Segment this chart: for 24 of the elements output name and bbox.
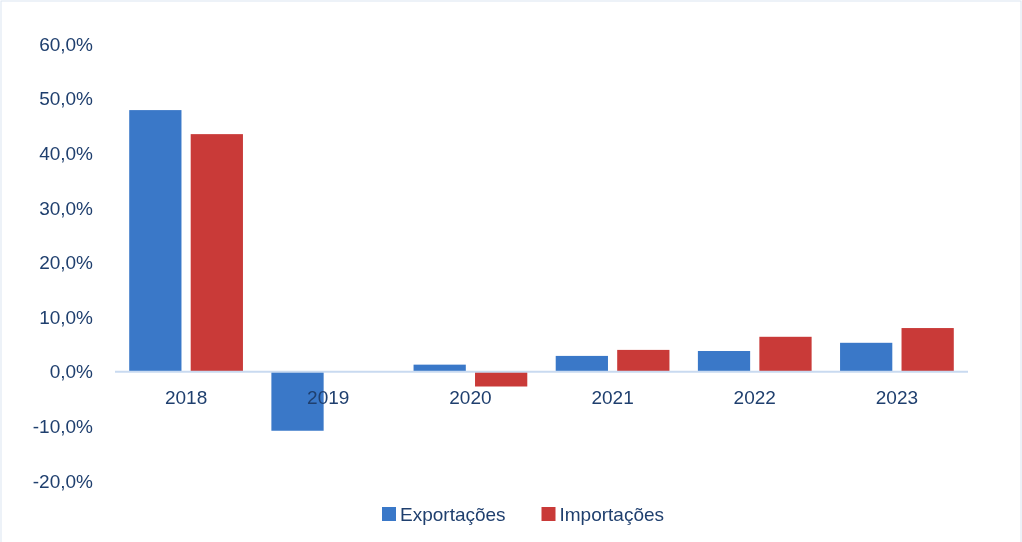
bar xyxy=(129,110,182,372)
y-tick-label: -20,0% xyxy=(32,470,94,492)
bar xyxy=(617,349,670,372)
y-tick-label: 40,0% xyxy=(39,142,94,164)
y-tick-label: 30,0% xyxy=(39,197,94,219)
bar xyxy=(697,350,751,372)
x-tick-label: 2022 xyxy=(733,386,776,408)
y-tick-label: -10,0% xyxy=(32,416,94,438)
legend-label: Importações xyxy=(559,503,665,525)
bar xyxy=(759,336,812,372)
x-tick-label: 2023 xyxy=(875,386,919,408)
y-tick-label: 20,0% xyxy=(39,252,94,274)
y-tick-label: 60,0% xyxy=(39,33,94,55)
bar xyxy=(555,355,608,372)
bar xyxy=(190,134,243,372)
bar xyxy=(901,328,954,372)
bar xyxy=(840,342,893,372)
y-tick-label: 10,0% xyxy=(39,306,94,328)
x-tick-label: 2020 xyxy=(449,386,492,408)
x-tick-label: 2018 xyxy=(164,386,208,408)
y-tick-label: 50,0% xyxy=(39,88,94,110)
x-tick-label: 2021 xyxy=(591,386,634,408)
legend-label: Exportações xyxy=(400,503,506,525)
y-tick-label: 0,0% xyxy=(49,361,94,383)
